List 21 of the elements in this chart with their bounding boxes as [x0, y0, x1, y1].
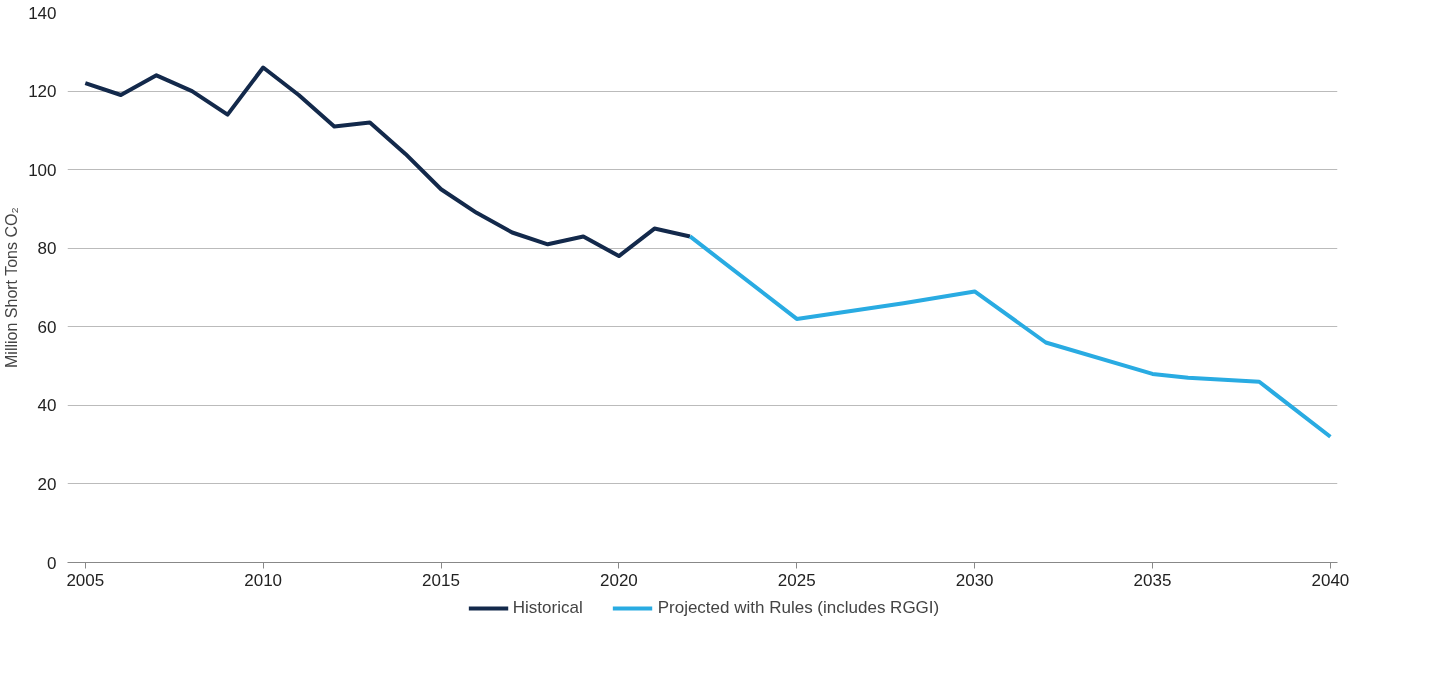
- legend-label: Historical: [512, 598, 583, 618]
- x-tick-label: 2035: [1133, 570, 1172, 590]
- y-tick-label: 20: [37, 474, 57, 494]
- x-tick-label: 2025: [777, 570, 816, 590]
- x-tick-label: 2040: [1311, 570, 1350, 590]
- y-axis-title: Million Short Tons CO₂: [3, 207, 21, 368]
- y-tick-label: 0: [47, 553, 57, 573]
- y-tick-label: 40: [37, 396, 57, 416]
- y-tick-label: 60: [37, 317, 57, 337]
- x-tick-label: 2020: [599, 570, 638, 590]
- x-tick-label: 2010: [244, 570, 283, 590]
- x-tick-label: 2015: [422, 570, 460, 590]
- line-series: [688, 234, 1333, 439]
- x-tick-label: 2005: [66, 570, 105, 590]
- x-tick-label: 2030: [955, 570, 994, 590]
- legend-label: Projected with Rules (includes RGGI): [657, 598, 940, 618]
- y-tick-label: 120: [28, 82, 57, 102]
- y-tick-label: 80: [37, 239, 57, 259]
- y-tick-label: 100: [28, 160, 57, 180]
- y-tick-label: 140: [28, 3, 57, 23]
- line-series: [83, 65, 693, 259]
